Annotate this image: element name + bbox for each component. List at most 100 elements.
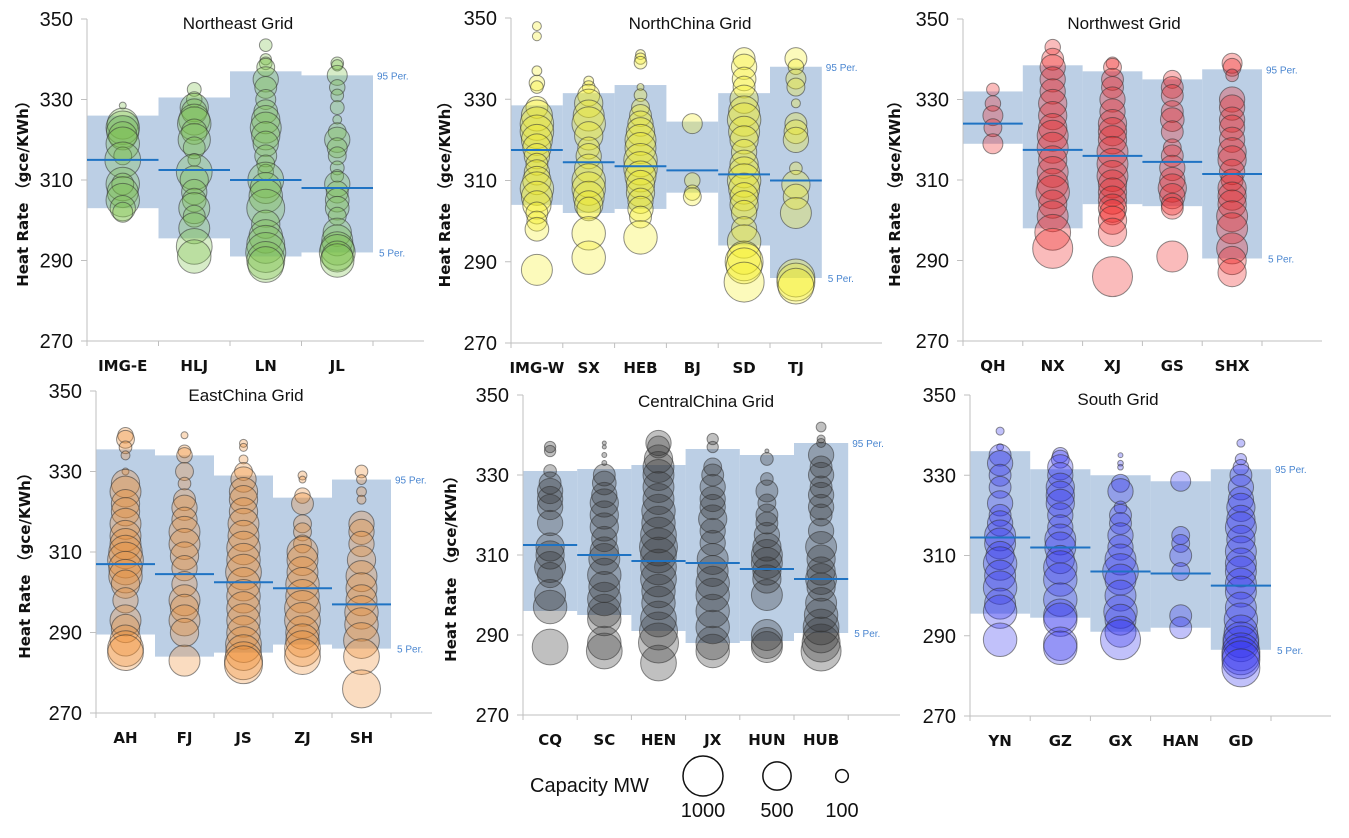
plant-bubble (1097, 109, 1128, 139)
category-label: CQ (538, 731, 562, 749)
plant-bubble (732, 75, 756, 99)
plant-bubble (1226, 524, 1256, 555)
plant-bubble (108, 534, 143, 570)
plant-bubble (984, 559, 1017, 592)
plant-bubble (284, 638, 321, 676)
y-tick-label: 330 (40, 90, 73, 112)
plant-bubble (726, 163, 762, 198)
plant-bubble (695, 577, 730, 613)
plant-bubble (109, 195, 136, 222)
y-tick-label: 310 (40, 170, 73, 192)
plant-bubble (634, 52, 647, 65)
plant-bubble (755, 503, 779, 527)
plant-bubble (695, 609, 730, 645)
plant-bubble (1217, 137, 1247, 167)
plant-bubble (777, 267, 815, 305)
plant-bubble (179, 92, 209, 123)
percentile-band (214, 475, 273, 653)
plant-bubble (577, 136, 601, 160)
category-label: HEN (641, 731, 676, 749)
plant-bubble (803, 597, 839, 633)
plant-bubble (224, 645, 263, 685)
plant-bubble (252, 66, 279, 93)
panel-title: Northwest Grid (1067, 14, 1180, 33)
plant-bubble (171, 494, 198, 521)
plant-bubble (522, 190, 552, 220)
plant-bubble (1100, 619, 1141, 661)
plant-bubble (1159, 182, 1186, 210)
plant-bubble (587, 581, 622, 617)
plant-bubble (986, 82, 1000, 97)
plant-bubble (109, 604, 142, 637)
plant-bubble (1159, 107, 1185, 132)
plant-bubble (105, 110, 140, 145)
y-tick-label: 330 (49, 462, 82, 484)
plant-bubble (1218, 86, 1246, 113)
plant-bubble (642, 459, 675, 491)
plant-bubble (176, 447, 193, 464)
plant-bubble (1224, 535, 1257, 568)
plant-bubble (345, 584, 378, 617)
plant-bubble (175, 228, 213, 265)
legend-title: Capacity MW (530, 775, 649, 797)
plant-bubble (1218, 94, 1246, 121)
plant-bubble (252, 130, 279, 157)
legend-size-label: 1000 (681, 800, 726, 822)
plant-bubble (695, 593, 730, 629)
category-label: SD (732, 359, 755, 377)
plant-bubble (807, 461, 835, 489)
plant-bubble (645, 429, 672, 457)
panel-title: EastChina Grid (188, 386, 303, 405)
plant-bubble (1217, 181, 1247, 211)
plant-bubble (642, 471, 675, 503)
panel-centralchina-grid: 270 290 310 330 350 95 Per. 5 Per. CQ SC HEN JX HUN… (442, 385, 900, 749)
category-label: IMG-W (509, 359, 564, 377)
plant-bubble (624, 132, 657, 164)
plant-bubble (536, 493, 564, 521)
legend-bubble-500 (762, 761, 792, 791)
plant-bubble (532, 589, 568, 625)
y-tick-label: 330 (923, 465, 956, 487)
legend-size-label: 500 (760, 800, 793, 822)
plant-bubble (246, 188, 286, 228)
plant-bubble (348, 518, 375, 546)
plant-bubble (520, 253, 553, 286)
plant-bubble (1104, 615, 1137, 648)
plant-bubble (297, 470, 308, 481)
plant-bubble (259, 53, 272, 66)
category-label: TJ (788, 359, 804, 377)
plant-bubble (730, 199, 758, 227)
plant-bubble (1043, 630, 1078, 666)
plant-bubble (239, 442, 248, 452)
category-label: SH (350, 729, 373, 747)
plant-bubble (530, 80, 544, 94)
plant-bubble (571, 240, 606, 275)
plant-bubble (534, 551, 567, 583)
plant-bubble (169, 617, 200, 648)
plant-bubble (1218, 114, 1246, 141)
plant-bubble (227, 519, 260, 552)
plant-bubble (760, 452, 774, 466)
plant-bubble (728, 95, 761, 128)
plant-bubble (1104, 579, 1137, 612)
panel-title: CentralChina Grid (638, 392, 774, 411)
plant-bubble (587, 557, 622, 593)
legend-size-label: 100 (825, 800, 858, 822)
plant-bubble (1103, 594, 1138, 629)
plant-bubble (107, 541, 144, 579)
plant-bubble (625, 178, 656, 208)
p5-label: 5 Per. (397, 645, 423, 656)
plant-bubble (322, 217, 352, 247)
plant-bubble (1041, 47, 1065, 71)
plant-bubble (787, 58, 805, 75)
plant-bubble (225, 553, 262, 591)
plant-bubble (1156, 240, 1189, 273)
plant-bubble (642, 483, 675, 515)
plant-bubble (228, 497, 259, 527)
plant-bubble (1221, 52, 1243, 74)
plant-bubble (180, 431, 189, 440)
panel-northchina-grid: 270 290 310 330 350 95 Per. 5 Per. IMG-W SX HEB BJ… (436, 8, 882, 377)
plant-bubble (330, 169, 345, 183)
plant-bubble (699, 493, 726, 521)
plant-bubble (345, 560, 378, 593)
